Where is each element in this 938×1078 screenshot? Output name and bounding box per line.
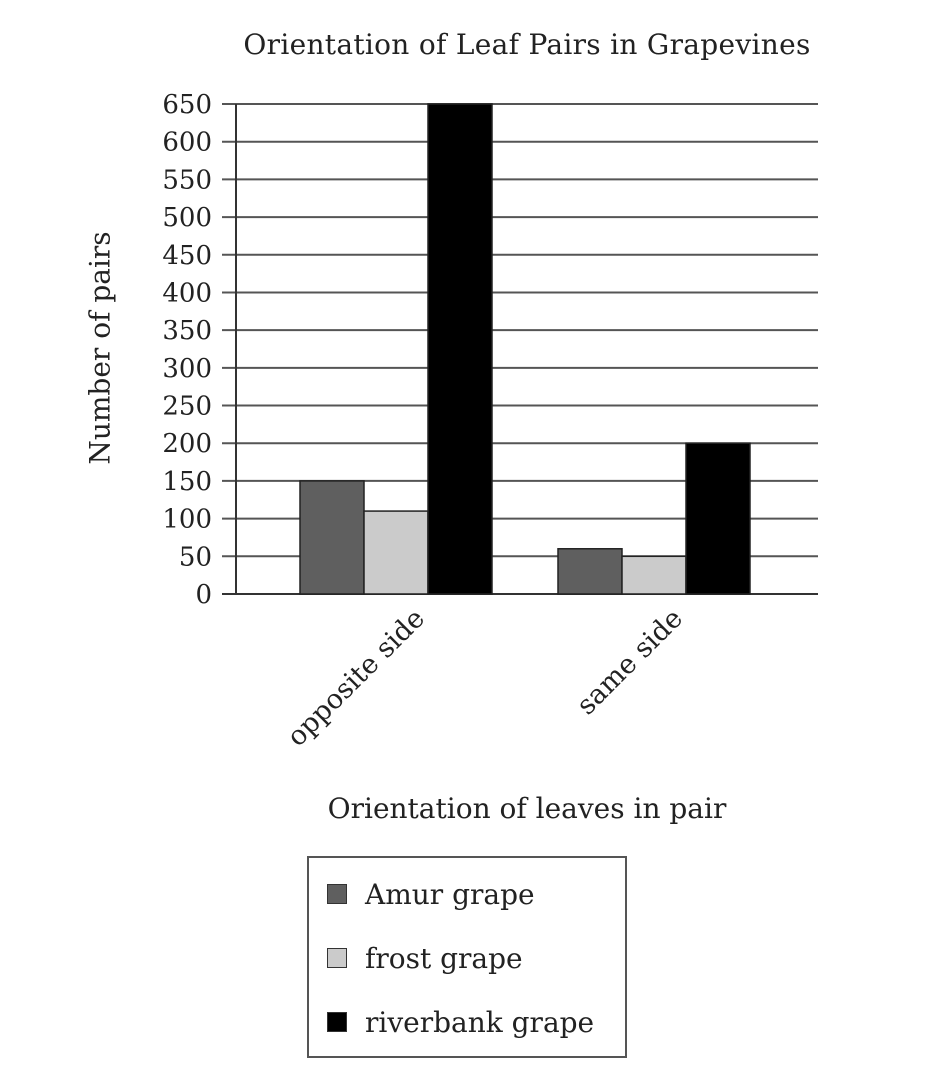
legend-item-amur: Amur grape bbox=[327, 874, 535, 914]
y-tick-label: 250 bbox=[162, 392, 212, 422]
legend-label-riverbank: riverbank grape bbox=[365, 1005, 595, 1039]
legend-swatch-amur bbox=[327, 884, 347, 904]
x-tick-label: same side bbox=[571, 603, 689, 721]
y-tick-label: 550 bbox=[162, 165, 212, 195]
x-tick-label: opposite side bbox=[281, 603, 431, 753]
y-tick-label: 50 bbox=[179, 542, 212, 572]
y-tick-label: 600 bbox=[162, 128, 212, 158]
legend: Amur grape frost grape riverbank grape bbox=[307, 856, 627, 1058]
y-tick-label: 450 bbox=[162, 241, 212, 271]
y-tick-label: 650 bbox=[162, 90, 212, 120]
bar-Amur-grape-opposite-side bbox=[299, 480, 365, 595]
legend-swatch-frost bbox=[327, 948, 347, 968]
y-tick-label: 350 bbox=[162, 316, 212, 346]
bar-riverbank-grape-opposite-side bbox=[427, 103, 493, 595]
chart-title: Orientation of Leaf Pairs in Grapevines bbox=[243, 28, 811, 61]
y-tick-label: 300 bbox=[162, 354, 212, 384]
y-axis-label: Number of pairs bbox=[83, 231, 117, 465]
y-tick-label: 500 bbox=[162, 203, 212, 233]
legend-label-frost: frost grape bbox=[365, 941, 523, 975]
legend-swatch-riverbank bbox=[327, 1012, 347, 1032]
y-tick-label: 150 bbox=[162, 467, 212, 497]
x-axis-label: Orientation of leaves in pair bbox=[327, 792, 727, 825]
bar-Amur-grape-same-side bbox=[557, 548, 623, 595]
legend-item-frost: frost grape bbox=[327, 938, 523, 978]
bar-riverbank-grape-same-side bbox=[685, 442, 751, 595]
legend-label-amur: Amur grape bbox=[365, 877, 535, 911]
y-tick-label: 100 bbox=[162, 505, 212, 535]
y-tick-label: 0 bbox=[195, 580, 212, 610]
y-tick-label: 400 bbox=[162, 278, 212, 308]
y-tick-label: 200 bbox=[162, 429, 212, 459]
legend-item-riverbank: riverbank grape bbox=[327, 1002, 594, 1042]
bar-frost-grape-same-side bbox=[621, 555, 687, 595]
bar-frost-grape-opposite-side bbox=[363, 510, 429, 595]
